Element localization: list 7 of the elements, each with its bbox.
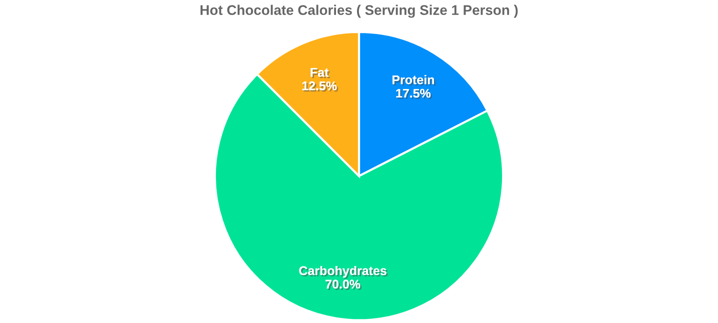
slice-label: Fat	[310, 68, 330, 78]
slice-label: Carbohydrates	[299, 266, 388, 279]
chart-title: Hot Chocolate Calories ( Serving Size 1 Person )	[200, 4, 518, 18]
data-label: 17.5%	[396, 88, 432, 100]
slice-label: Protein	[392, 75, 436, 86]
data-label: 12.5%	[302, 81, 338, 92]
data-label: 70.0%	[326, 280, 362, 290]
